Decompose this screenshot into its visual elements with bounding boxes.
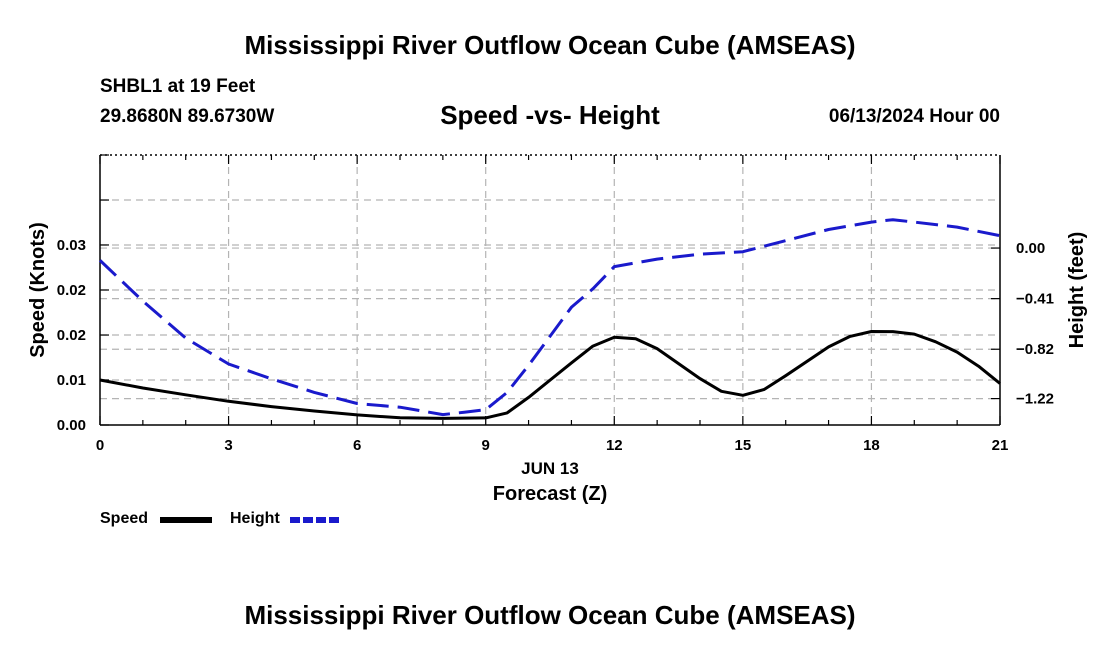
x-tick-label: 15: [735, 437, 752, 454]
station-label: SHBL1 at 19 Feet: [100, 76, 256, 97]
forecast-datetime: 06/13/2024 Hour 00: [828, 106, 1000, 127]
legend-speed-swatch: [160, 517, 212, 523]
y-tick-label: 0.03: [57, 237, 86, 254]
y2-tick-label: −0.82: [1016, 341, 1054, 358]
x-tick-label: 12: [606, 437, 623, 454]
y2-tick-label: 0.00: [1016, 240, 1045, 257]
y-tick-label: 0.02: [57, 327, 86, 344]
speed-height-chart: 0 3 6 9 12 15 18 21 0.00 0.01 0.02 0.02 0.03 −1.22 −0.…: [27, 154, 1088, 505]
x-tick-label: 9: [482, 437, 490, 454]
x-tick-label: 21: [992, 437, 1009, 454]
chart-title: Speed -vs- Height: [440, 100, 660, 130]
legend-height-swatch: [290, 517, 342, 523]
bottom-title: Mississippi River Outflow Ocean Cube (AM…: [244, 600, 856, 630]
x-tick-label: 18: [863, 437, 880, 454]
x-tick-label: 6: [353, 437, 361, 454]
main-title: Mississippi River Outflow Ocean Cube (AM…: [244, 30, 856, 60]
x-axis-date-label: JUN 13: [521, 459, 579, 478]
y2-axis-label: Height (feet): [1066, 232, 1088, 349]
x-tick-label: 3: [224, 437, 232, 454]
y-tick-label: 0.00: [57, 417, 86, 434]
x-tick-label: 0: [96, 437, 104, 454]
y-tick-label: 0.02: [57, 282, 86, 299]
x-axis-label: Forecast (Z): [493, 483, 607, 505]
y2-tick-label: −1.22: [1016, 391, 1054, 408]
y-axis-label: Speed (Knots): [27, 222, 49, 358]
height-series-line: [98, 218, 1001, 417]
coordinates-label: 29.8680N 89.6730W: [100, 106, 275, 127]
y-tick-label: 0.01: [57, 372, 86, 389]
y2-tick-label: −0.41: [1016, 291, 1054, 308]
legend-height-label: Height: [230, 510, 280, 527]
speed-series-line: [99, 330, 1001, 420]
legend-speed-label: Speed: [100, 510, 149, 527]
